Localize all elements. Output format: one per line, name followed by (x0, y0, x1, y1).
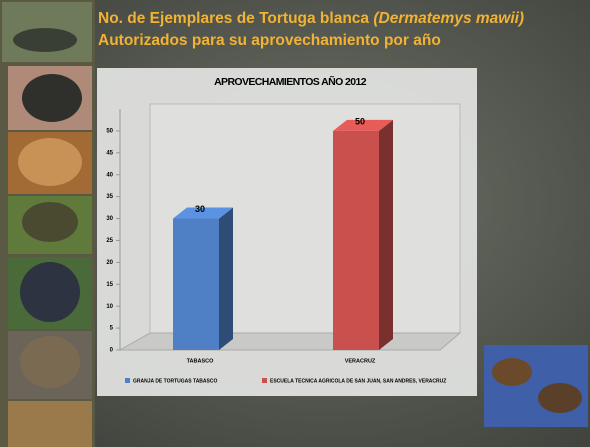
bar-side (219, 207, 233, 350)
y-tick-label: 30 (106, 216, 113, 222)
turtle (20, 262, 80, 322)
bar-top (333, 119, 393, 131)
turtle (18, 138, 82, 186)
turtle (20, 336, 80, 388)
y-tick-label: 10 (106, 304, 113, 310)
y-tick-label: 20 (106, 260, 113, 266)
turtle (22, 202, 78, 242)
legend-label: ESCUELA TECNICA AGRICOLA DE SAN JUAN, SA… (270, 378, 446, 384)
value-label: 30 (195, 204, 205, 214)
chart-title: APROVECHAMIENTOS AÑO 2012 (214, 75, 367, 88)
y-tick-label: 25 (106, 238, 113, 244)
bar-top (173, 207, 233, 219)
floor (118, 332, 462, 351)
x-tick-label: TABASCO (187, 358, 215, 364)
bar (173, 218, 219, 350)
turtle (22, 74, 82, 122)
turtle (492, 358, 532, 386)
turtle (538, 383, 582, 413)
legend-label: GRANJA DE TORTUGAS TABASCO (133, 378, 217, 384)
y-tick-label: 0 (110, 348, 114, 354)
title-text: No. de Ejemplares de Tortuga blanca (98, 10, 370, 27)
bar-side (379, 119, 393, 350)
photo (8, 401, 92, 447)
y-tick-label: 5 (110, 326, 114, 332)
slide-title: No. de Ejemplares de Tortuga blanca (Der… (98, 10, 524, 28)
x-tick-label: VERACRUZ (345, 358, 376, 364)
y-tick-label: 35 (106, 194, 113, 200)
bar (333, 130, 379, 350)
y-tick-label: 15 (106, 282, 113, 288)
legend-swatch (125, 378, 130, 383)
y-tick-label: 40 (106, 172, 113, 178)
legend-swatch (262, 378, 267, 383)
y-tick-label: 45 (106, 150, 113, 156)
y-tick-label: 50 (106, 128, 113, 134)
slide-subtitle: Autorizados para su aprovechamiento por … (98, 32, 441, 49)
value-label: 50 (355, 116, 365, 126)
title-italic: (Dermatemys mawii) (373, 10, 525, 27)
turtle (13, 28, 77, 52)
